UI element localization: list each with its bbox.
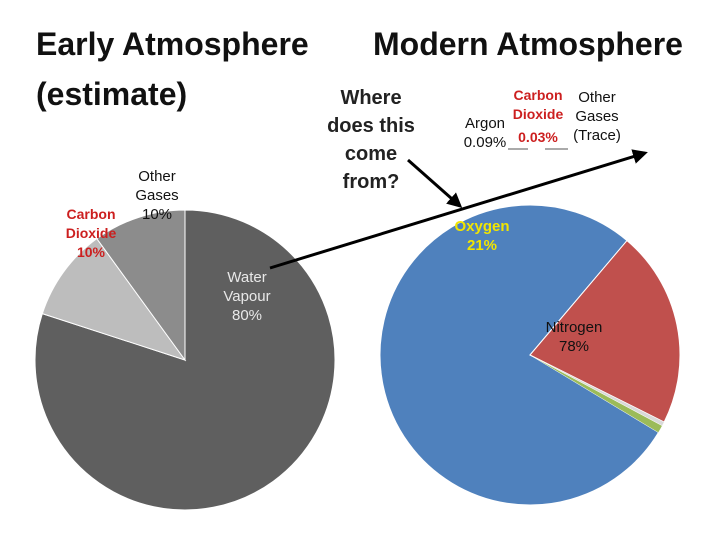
label-early-other-gases: Other Gases 10% bbox=[135, 168, 178, 223]
early-slice-other-gases bbox=[96, 209, 186, 362]
early-chart-title: Early Atmosphere bbox=[36, 26, 309, 62]
label-oxygen: Oxygen 21% bbox=[454, 218, 509, 254]
annotation-question: Where does this come from? bbox=[327, 87, 415, 193]
label-argon: Argon 0.09% bbox=[464, 115, 507, 151]
early-chart-subtitle: (estimate) bbox=[36, 76, 188, 112]
early-pie-chart bbox=[34, 209, 336, 511]
arrow-question-to-oxygen bbox=[407, 158, 463, 208]
label-nitrogen: Nitrogen 78% bbox=[546, 319, 603, 355]
label-water-vapour: Water Vapour 80% bbox=[223, 269, 270, 324]
modern-chart-title: Modern Atmosphere bbox=[373, 26, 683, 62]
label-modern-carbon-dioxide: Carbon Dioxide bbox=[513, 87, 564, 122]
modern-slice-nitrogen bbox=[379, 204, 665, 506]
label-modern-other-gases: Other Gases (Trace) bbox=[573, 89, 621, 144]
label-modern-co2-value: 0.03% bbox=[518, 129, 558, 145]
modern-slice-oxygen bbox=[529, 239, 681, 423]
modern-slice-carbon-dioxide bbox=[529, 354, 663, 433]
early-slice-carbon-dioxide bbox=[41, 237, 187, 361]
label-early-carbon-dioxide: Carbon Dioxide 10% bbox=[66, 206, 117, 260]
arrow-water-vapour-to-modern bbox=[269, 149, 648, 270]
modern-pie-chart bbox=[379, 204, 681, 506]
